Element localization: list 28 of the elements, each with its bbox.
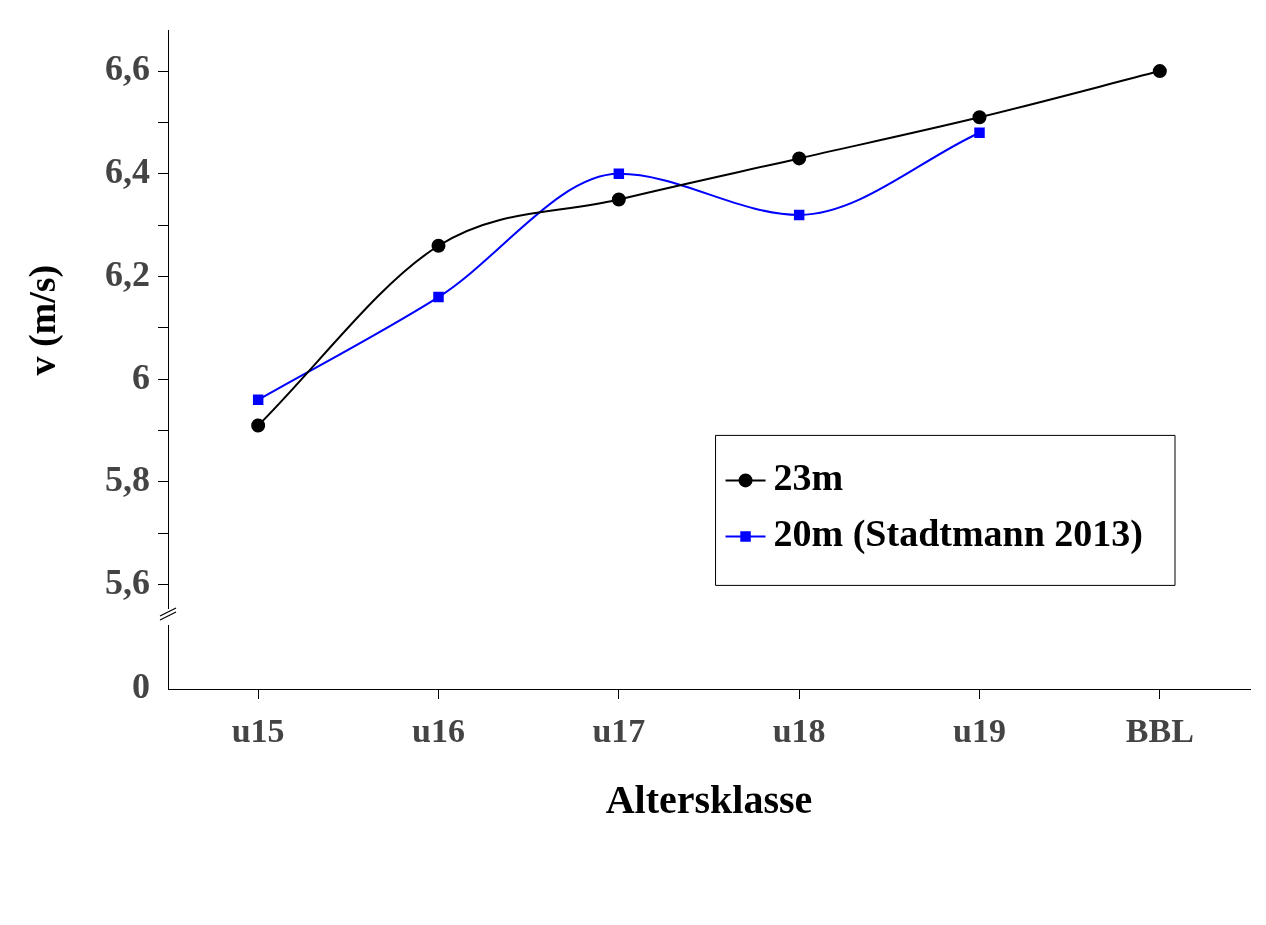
point <box>972 110 987 125</box>
y-tick-label: 5,8 <box>105 459 150 500</box>
legend-label: 23m <box>773 456 844 499</box>
category-label: BBL <box>1125 712 1194 750</box>
point <box>252 394 264 406</box>
category-label: u16 <box>412 712 465 750</box>
y-tick-label: 5,6 <box>105 562 150 603</box>
y-axis-title: v (m/s) <box>20 264 64 376</box>
point <box>792 151 807 166</box>
point <box>433 291 444 303</box>
text: 0 <box>132 666 150 707</box>
point <box>974 127 985 138</box>
point <box>251 418 266 433</box>
category-label: u19 <box>953 712 1006 750</box>
y-tick-label: 6,4 <box>105 151 150 192</box>
y-tick-label: 6,2 <box>105 253 150 294</box>
point <box>431 238 446 253</box>
point <box>613 168 625 180</box>
point <box>793 209 805 221</box>
category-label: u17 <box>592 712 646 750</box>
category-label: u15 <box>231 712 285 750</box>
legend-label: 20m (Stadtmann 2013) <box>773 512 1144 556</box>
text: Altersklasse <box>605 777 813 822</box>
point <box>611 192 626 207</box>
y-tick-label: 6 <box>132 356 150 397</box>
point <box>1152 64 1167 79</box>
category-label: u18 <box>772 712 826 750</box>
y-tick-label: 6,6 <box>105 48 150 89</box>
